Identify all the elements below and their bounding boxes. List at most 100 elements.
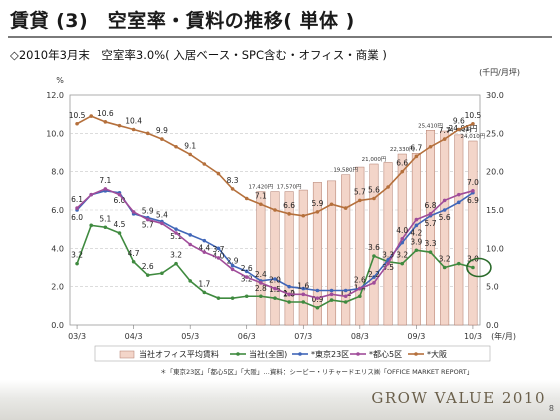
rent-bar-label: 25,410円 [418,122,443,129]
point-toshin5 [160,221,164,226]
point-zenkoku [202,290,207,295]
page-subtitle: ◇2010年3月末 空室率3.0%( 入居ベース・SPC含む・オフィス・商業 ) [10,48,387,62]
highlight-circle [466,257,492,278]
label-tokyo23: 4.4 [198,244,210,253]
point-toshin5 [188,242,192,247]
rent-bar [355,166,365,326]
point-toshin5 [259,281,263,285]
point-toshin5 [315,296,320,300]
label-osaka: 6.7 [410,143,422,152]
point-zenkoku [89,223,94,228]
vacancy-rent-chart: 0.0 2.0 4.0 6.0 8.0 10.0 12.0 0.0 5.0 10.0 15.0 20.… [46,67,520,376]
point-zenkoku [216,296,221,300]
point-osaka [315,210,320,214]
point-zenkoku [131,259,136,264]
point-osaka [386,185,390,189]
point-osaka [273,208,277,212]
x-tick-label: 04/3 [125,332,143,341]
right-axis-unit: (千円/月坪) [479,67,520,77]
rent-bar [256,191,266,326]
point-osaka [414,154,419,159]
label-zenkoku: 3.2 [170,251,182,260]
point-zenkoku [287,300,291,304]
right-tick-label: 30.0 [486,91,504,100]
label-toshin5: 5.4 [156,210,168,219]
point-zenkoku [329,298,334,302]
label-osaka: 9.1 [184,141,196,150]
point-toshin5 [230,267,235,272]
rent-bar [312,182,322,326]
point-toshin5 [329,292,334,297]
x-tick-label: 05/3 [181,332,199,341]
left-tick-label: 8.0 [51,168,64,177]
label-toshin5: 2.9 [227,256,239,265]
label-zenkoku: 3.6 [368,243,380,252]
label-tokyo23: 5.7 [142,221,154,230]
point-osaka [131,127,136,132]
label-tokyo23: 6.0 [71,213,83,222]
point-zenkoku [358,294,362,299]
point-tokyo23 [442,208,447,212]
label-zenkoku: 1.7 [198,279,210,288]
rent-bar [341,174,351,326]
legend-marker-osaka [414,352,418,356]
page-title: 賃貸 (3) 空室率・賃料の推移( 単体 ) [10,10,355,32]
point-toshin5 [75,206,79,210]
point-osaka [259,202,263,207]
point-toshin5 [174,231,178,235]
rent-bar [440,130,450,326]
point-zenkoku [414,248,419,253]
label-toshin5: 3.3 [382,251,394,260]
left-tick-label: 10.0 [46,129,64,138]
point-tokyo23 [329,288,334,293]
rent-bar [298,189,308,326]
label-osaka: 10.6 [97,109,114,118]
point-zenkoku [456,261,461,266]
rent-bar-label: 19,580円 [333,167,358,174]
point-zenkoku [145,273,150,277]
label-toshin5: 7.1 [99,176,111,185]
brand-logo-text: GROW VALUE 2010 [371,389,546,407]
rent-bar [270,191,280,326]
legend-label: 当社(全国) [249,349,287,359]
label-osaka: 6.6 [283,201,295,210]
legend-marker-tokyo23 [298,352,302,356]
point-toshin5 [216,256,221,260]
point-toshin5 [456,192,461,197]
source-note: ＊「東京23区」「都心5区」「大阪」…資料：シービー・リチャードエリス㈱「OFF… [160,367,473,376]
label-tokyo23: 6.9 [467,196,479,205]
left-tick-label: 6.0 [51,206,64,215]
point-tokyo23 [230,263,235,268]
label-osaka: 7.1 [255,191,267,200]
label-osaka: 5.6 [368,186,380,195]
right-tick-label: 25.0 [486,129,504,138]
rent-bar-label: 22,330円 [390,146,415,153]
point-osaka [103,120,108,124]
rent-bar-label: 21,000円 [362,156,387,163]
point-zenkoku [117,231,122,235]
point-toshin5 [244,275,249,279]
point-toshin5 [202,250,207,254]
point-tokyo23 [216,246,221,251]
label-toshin5: 2.4 [255,270,267,279]
point-toshin5 [386,261,390,266]
point-zenkoku [230,296,235,300]
footer-band [0,380,560,420]
x-tick-label: 09/3 [407,332,425,341]
point-toshin5 [89,192,94,197]
label-osaka: 8.3 [227,176,239,185]
point-osaka [174,144,178,149]
point-zenkoku [103,225,108,230]
point-zenkoku [273,296,277,300]
label-toshin5: 6.8 [425,201,437,210]
point-osaka [456,127,461,132]
point-tokyo23 [315,288,320,293]
x-axis-unit: (年/月) [491,331,516,341]
point-toshin5 [103,187,108,191]
point-zenkoku [428,250,433,254]
point-osaka [89,114,94,118]
left-tick-label: 0.0 [51,321,64,330]
point-osaka [216,171,221,176]
legend-label: *大阪 [427,349,447,359]
label-tokyo23: 3.5 [382,263,394,272]
